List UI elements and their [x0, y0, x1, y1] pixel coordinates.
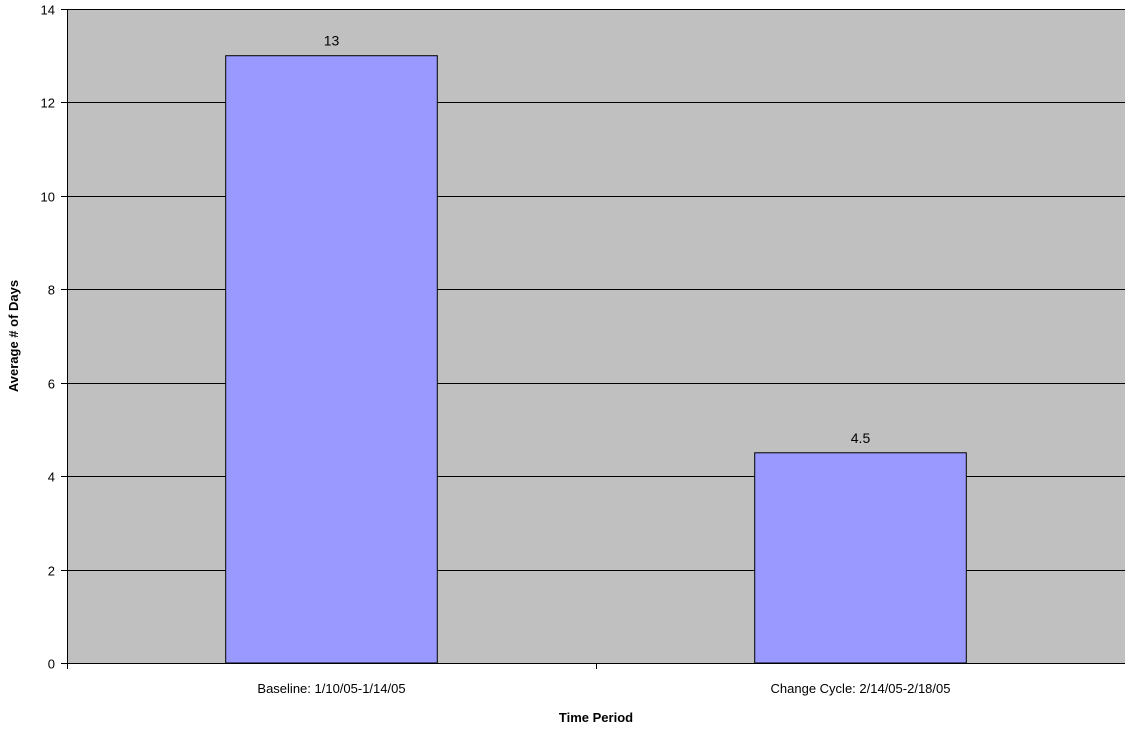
x-axis-title: Time Period: [559, 710, 633, 725]
y-tick-label: 14: [41, 3, 55, 18]
y-axis-title: Average # of Days: [6, 280, 21, 392]
data-label: 4.5: [851, 430, 871, 446]
y-tick-label: 6: [48, 377, 55, 392]
x-category-label: Change Cycle: 2/14/05-2/18/05: [771, 681, 951, 696]
y-tick-label: 8: [48, 283, 55, 298]
labels: 0 2 4 6 8 10 12 14 13 Baseline: 1/10/05-1/14/05 4.…: [41, 3, 951, 697]
data-label: 13: [324, 33, 340, 49]
bar: [225, 55, 438, 664]
y-tick-label: 4: [48, 470, 55, 485]
y-tick-label: 12: [41, 96, 55, 111]
axes: [61, 9, 1125, 669]
x-category-label: Baseline: 1/10/05-1/14/05: [257, 681, 405, 696]
y-tick-label: 2: [48, 564, 55, 579]
y-tick-label: 10: [41, 190, 55, 205]
y-tick-label: 0: [48, 657, 55, 672]
bars: [225, 55, 967, 664]
bar: [754, 452, 967, 664]
